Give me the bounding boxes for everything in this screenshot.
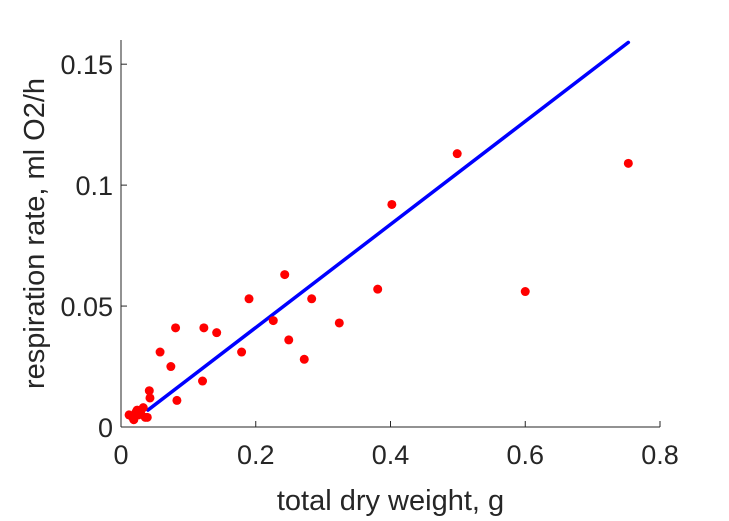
data-point [166, 362, 176, 372]
data-point [334, 318, 344, 328]
data-point [171, 323, 181, 333]
data-point [387, 199, 397, 209]
data-point [172, 395, 182, 405]
data-point [520, 287, 530, 297]
y-tick-label: 0.15 [60, 50, 113, 80]
data-point [284, 335, 294, 345]
data-point [144, 386, 154, 396]
data-point [299, 354, 309, 364]
data-point [307, 294, 317, 304]
y-tick-label: 0.1 [75, 171, 113, 201]
x-tick-label: 0.4 [372, 440, 410, 470]
x-tick-label: 0.6 [506, 440, 544, 470]
data-point [244, 294, 254, 304]
data-point [373, 284, 383, 294]
data-marks [124, 40, 633, 425]
data-point [237, 347, 247, 357]
y-tick-label: 0.05 [60, 292, 113, 322]
x-axis-label: total dry weight, g [277, 485, 504, 517]
data-point [212, 328, 222, 338]
x-tick-label: 0.2 [237, 440, 275, 470]
fit-line [146, 40, 631, 412]
axis-labels: total dry weight, g respiration rate, ml… [19, 78, 504, 517]
data-point [268, 316, 278, 326]
data-point [155, 347, 165, 357]
data-point [623, 158, 633, 168]
y-tick-label: 0 [98, 413, 113, 443]
data-point [452, 149, 462, 159]
y-axis-label: respiration rate, ml O2/h [19, 78, 51, 389]
data-point [280, 270, 290, 280]
x-tick-label: 0 [113, 440, 128, 470]
axes: 0 0.2 0.4 0.6 0.8 0 0.05 0.1 0.15 [60, 40, 679, 470]
data-point [145, 393, 155, 403]
x-tick-label: 0.8 [641, 440, 679, 470]
data-point [199, 323, 209, 333]
data-point [142, 412, 152, 422]
data-point [138, 403, 148, 413]
data-point [198, 376, 208, 386]
